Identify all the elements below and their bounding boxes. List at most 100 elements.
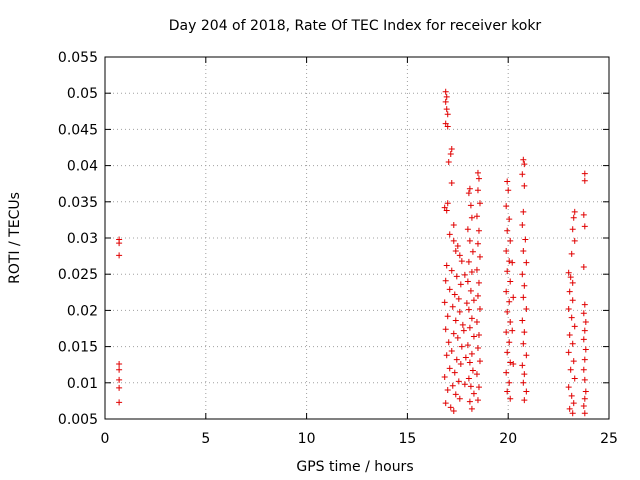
data-point xyxy=(582,346,589,353)
data-point xyxy=(457,281,464,288)
data-point xyxy=(521,161,528,168)
data-point xyxy=(467,202,474,209)
data-point xyxy=(456,252,463,259)
x-tick-label: 10 xyxy=(298,431,316,447)
data-point xyxy=(519,171,526,178)
data-point xyxy=(504,178,511,185)
x-tick-label: 5 xyxy=(201,431,210,447)
data-point xyxy=(464,226,471,233)
data-point xyxy=(468,315,475,322)
data-point xyxy=(449,303,456,310)
data-point xyxy=(567,366,574,373)
data-point xyxy=(116,384,123,391)
data-point xyxy=(566,288,573,295)
data-point xyxy=(519,362,526,369)
data-point xyxy=(504,349,511,356)
data-point xyxy=(506,339,513,346)
data-point xyxy=(448,145,455,152)
data-point xyxy=(468,405,475,412)
data-point xyxy=(448,267,455,274)
data-point xyxy=(459,321,466,328)
data-point xyxy=(521,329,528,336)
data-point xyxy=(519,271,526,278)
data-point xyxy=(475,384,482,391)
data-point xyxy=(116,360,123,367)
data-point xyxy=(449,382,456,389)
data-point xyxy=(568,250,575,257)
data-point xyxy=(450,330,457,337)
data-point xyxy=(565,305,572,312)
data-point xyxy=(445,158,452,165)
data-point xyxy=(504,308,511,315)
data-point xyxy=(571,237,578,244)
data-point xyxy=(505,187,512,194)
data-point xyxy=(446,286,453,293)
data-point xyxy=(470,390,477,397)
data-point xyxy=(582,318,589,325)
data-point xyxy=(469,367,476,374)
data-point xyxy=(465,306,472,313)
data-point xyxy=(568,392,575,399)
data-point xyxy=(456,308,463,315)
data-point xyxy=(503,288,510,295)
data-point xyxy=(453,273,460,280)
y-tick-label: 0.035 xyxy=(58,195,98,211)
data-point xyxy=(520,156,527,163)
data-point xyxy=(580,211,587,218)
data-point xyxy=(570,214,577,221)
data-point xyxy=(466,359,473,366)
data-point xyxy=(580,336,587,343)
data-point xyxy=(521,182,528,189)
data-point xyxy=(447,151,454,158)
data-point xyxy=(473,266,480,273)
data-point xyxy=(473,213,480,220)
data-point xyxy=(450,237,457,244)
data-point xyxy=(468,214,475,221)
y-tick-label: 0.055 xyxy=(58,50,98,66)
data-point xyxy=(520,294,527,301)
data-point xyxy=(474,292,481,299)
data-point xyxy=(473,318,480,325)
data-point xyxy=(442,277,449,284)
data-point xyxy=(503,369,510,376)
data-point xyxy=(466,324,473,331)
data-point xyxy=(567,274,574,281)
y-tick-label: 0.005 xyxy=(58,412,98,428)
data-point xyxy=(523,259,530,266)
data-point xyxy=(569,226,576,233)
data-point xyxy=(443,262,450,269)
data-point xyxy=(443,93,450,100)
data-point xyxy=(446,231,453,238)
data-point xyxy=(442,88,449,95)
data-point xyxy=(447,404,454,411)
data-point xyxy=(461,381,468,388)
data-point xyxy=(506,258,513,265)
data-point xyxy=(462,354,469,361)
data-point xyxy=(510,294,517,301)
data-point xyxy=(503,203,510,210)
data-point xyxy=(581,395,588,402)
data-point xyxy=(453,356,460,363)
data-point xyxy=(520,340,527,347)
data-point xyxy=(582,388,589,395)
data-point xyxy=(476,253,483,260)
data-point xyxy=(522,236,529,243)
data-point xyxy=(507,278,514,285)
data-point xyxy=(116,376,123,383)
data-point xyxy=(468,350,475,357)
y-tick-label: 0.05 xyxy=(67,86,98,102)
y-tick-label: 0.03 xyxy=(67,231,98,247)
chart-title: Day 204 of 2018, Rate Of TEC Index for r… xyxy=(169,18,542,34)
data-point xyxy=(475,279,482,286)
data-point xyxy=(519,317,526,324)
data-point xyxy=(441,299,448,306)
data-point xyxy=(461,271,468,278)
data-point xyxy=(571,375,578,382)
data-point xyxy=(580,263,587,270)
y-axis-label: ROTI / TECUs xyxy=(7,192,23,284)
data-point xyxy=(443,106,450,113)
data-point xyxy=(450,221,457,228)
data-point xyxy=(507,318,514,325)
data-point xyxy=(507,237,514,244)
data-point xyxy=(458,343,465,350)
